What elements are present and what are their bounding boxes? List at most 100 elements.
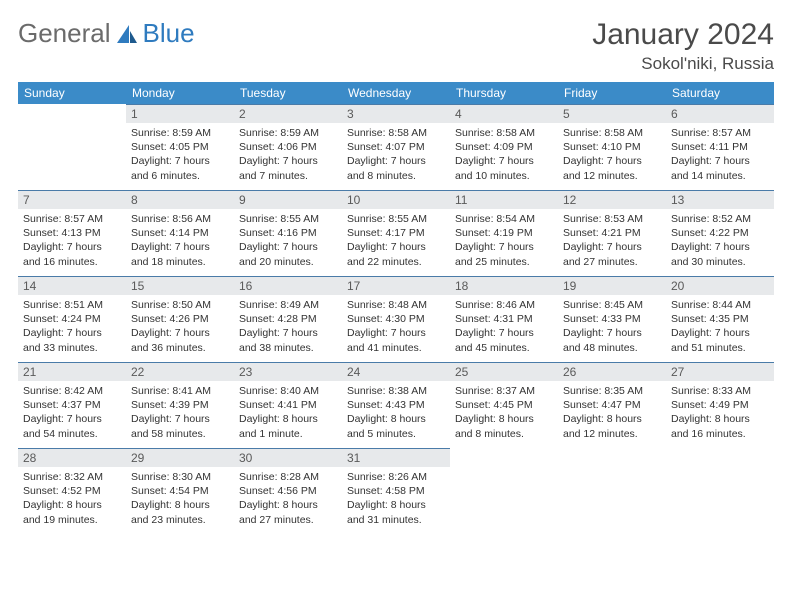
calendar-day-cell: 21Sunrise: 8:42 AMSunset: 4:37 PMDayligh…: [18, 362, 126, 448]
calendar-day-cell: 20Sunrise: 8:44 AMSunset: 4:35 PMDayligh…: [666, 276, 774, 362]
day-number: 5: [558, 104, 666, 123]
day-number: 13: [666, 190, 774, 209]
calendar-day-cell: 29Sunrise: 8:30 AMSunset: 4:54 PMDayligh…: [126, 448, 234, 534]
weekday-header-row: SundayMondayTuesdayWednesdayThursdayFrid…: [18, 82, 774, 104]
calendar-body: 1Sunrise: 8:59 AMSunset: 4:05 PMDaylight…: [18, 104, 774, 534]
day-number: 2: [234, 104, 342, 123]
calendar-day-cell: 15Sunrise: 8:50 AMSunset: 4:26 PMDayligh…: [126, 276, 234, 362]
weekday-header: Friday: [558, 82, 666, 104]
weekday-header: Monday: [126, 82, 234, 104]
calendar-day-cell: 7Sunrise: 8:57 AMSunset: 4:13 PMDaylight…: [18, 190, 126, 276]
calendar-day-cell: 25Sunrise: 8:37 AMSunset: 4:45 PMDayligh…: [450, 362, 558, 448]
day-number: 17: [342, 276, 450, 295]
day-number: 11: [450, 190, 558, 209]
day-details: Sunrise: 8:54 AMSunset: 4:19 PMDaylight:…: [450, 209, 558, 273]
day-details: Sunrise: 8:42 AMSunset: 4:37 PMDaylight:…: [18, 381, 126, 445]
calendar-day-cell: 9Sunrise: 8:55 AMSunset: 4:16 PMDaylight…: [234, 190, 342, 276]
weekday-header: Sunday: [18, 82, 126, 104]
logo-sail-icon: [115, 23, 139, 45]
day-number: 23: [234, 362, 342, 381]
day-details: Sunrise: 8:49 AMSunset: 4:28 PMDaylight:…: [234, 295, 342, 359]
day-number: 21: [18, 362, 126, 381]
day-number: 25: [450, 362, 558, 381]
day-number: 4: [450, 104, 558, 123]
day-details: Sunrise: 8:57 AMSunset: 4:11 PMDaylight:…: [666, 123, 774, 187]
day-details: Sunrise: 8:55 AMSunset: 4:17 PMDaylight:…: [342, 209, 450, 273]
day-number: 31: [342, 448, 450, 467]
day-details: Sunrise: 8:46 AMSunset: 4:31 PMDaylight:…: [450, 295, 558, 359]
day-details: Sunrise: 8:58 AMSunset: 4:10 PMDaylight:…: [558, 123, 666, 187]
calendar-day-cell: 10Sunrise: 8:55 AMSunset: 4:17 PMDayligh…: [342, 190, 450, 276]
day-details: Sunrise: 8:51 AMSunset: 4:24 PMDaylight:…: [18, 295, 126, 359]
calendar-day-cell: 31Sunrise: 8:26 AMSunset: 4:58 PMDayligh…: [342, 448, 450, 534]
calendar-empty-cell: [666, 448, 774, 534]
calendar-day-cell: 22Sunrise: 8:41 AMSunset: 4:39 PMDayligh…: [126, 362, 234, 448]
day-details: Sunrise: 8:55 AMSunset: 4:16 PMDaylight:…: [234, 209, 342, 273]
calendar-day-cell: 19Sunrise: 8:45 AMSunset: 4:33 PMDayligh…: [558, 276, 666, 362]
day-details: Sunrise: 8:40 AMSunset: 4:41 PMDaylight:…: [234, 381, 342, 445]
location: Sokol'niki, Russia: [592, 54, 774, 74]
calendar-day-cell: 12Sunrise: 8:53 AMSunset: 4:21 PMDayligh…: [558, 190, 666, 276]
day-details: Sunrise: 8:30 AMSunset: 4:54 PMDaylight:…: [126, 467, 234, 531]
weekday-header: Tuesday: [234, 82, 342, 104]
calendar-day-cell: 4Sunrise: 8:58 AMSunset: 4:09 PMDaylight…: [450, 104, 558, 190]
calendar-week-row: 7Sunrise: 8:57 AMSunset: 4:13 PMDaylight…: [18, 190, 774, 276]
day-details: Sunrise: 8:28 AMSunset: 4:56 PMDaylight:…: [234, 467, 342, 531]
day-details: Sunrise: 8:58 AMSunset: 4:07 PMDaylight:…: [342, 123, 450, 187]
calendar-empty-cell: [450, 448, 558, 534]
day-details: Sunrise: 8:58 AMSunset: 4:09 PMDaylight:…: [450, 123, 558, 187]
day-number: 30: [234, 448, 342, 467]
logo-text-general: General: [18, 18, 111, 49]
day-number: 28: [18, 448, 126, 467]
day-number: 18: [450, 276, 558, 295]
month-title: January 2024: [592, 18, 774, 52]
weekday-header: Thursday: [450, 82, 558, 104]
day-details: Sunrise: 8:48 AMSunset: 4:30 PMDaylight:…: [342, 295, 450, 359]
day-number: 20: [666, 276, 774, 295]
calendar-day-cell: 16Sunrise: 8:49 AMSunset: 4:28 PMDayligh…: [234, 276, 342, 362]
day-number: 3: [342, 104, 450, 123]
day-details: Sunrise: 8:59 AMSunset: 4:06 PMDaylight:…: [234, 123, 342, 187]
calendar-day-cell: 3Sunrise: 8:58 AMSunset: 4:07 PMDaylight…: [342, 104, 450, 190]
day-details: Sunrise: 8:53 AMSunset: 4:21 PMDaylight:…: [558, 209, 666, 273]
day-details: Sunrise: 8:35 AMSunset: 4:47 PMDaylight:…: [558, 381, 666, 445]
calendar-week-row: 28Sunrise: 8:32 AMSunset: 4:52 PMDayligh…: [18, 448, 774, 534]
day-details: Sunrise: 8:59 AMSunset: 4:05 PMDaylight:…: [126, 123, 234, 187]
calendar-day-cell: 13Sunrise: 8:52 AMSunset: 4:22 PMDayligh…: [666, 190, 774, 276]
day-details: Sunrise: 8:37 AMSunset: 4:45 PMDaylight:…: [450, 381, 558, 445]
calendar-day-cell: 24Sunrise: 8:38 AMSunset: 4:43 PMDayligh…: [342, 362, 450, 448]
day-details: Sunrise: 8:56 AMSunset: 4:14 PMDaylight:…: [126, 209, 234, 273]
calendar-empty-cell: [558, 448, 666, 534]
calendar-day-cell: 30Sunrise: 8:28 AMSunset: 4:56 PMDayligh…: [234, 448, 342, 534]
calendar-week-row: 14Sunrise: 8:51 AMSunset: 4:24 PMDayligh…: [18, 276, 774, 362]
calendar-empty-cell: [18, 104, 126, 190]
calendar-day-cell: 5Sunrise: 8:58 AMSunset: 4:10 PMDaylight…: [558, 104, 666, 190]
day-details: Sunrise: 8:38 AMSunset: 4:43 PMDaylight:…: [342, 381, 450, 445]
day-number: 9: [234, 190, 342, 209]
day-number: 29: [126, 448, 234, 467]
day-details: Sunrise: 8:52 AMSunset: 4:22 PMDaylight:…: [666, 209, 774, 273]
day-number: 26: [558, 362, 666, 381]
day-number: 8: [126, 190, 234, 209]
day-number: 22: [126, 362, 234, 381]
day-details: Sunrise: 8:32 AMSunset: 4:52 PMDaylight:…: [18, 467, 126, 531]
weekday-header: Saturday: [666, 82, 774, 104]
day-number: 19: [558, 276, 666, 295]
logo-text-blue: Blue: [143, 18, 195, 49]
day-details: Sunrise: 8:41 AMSunset: 4:39 PMDaylight:…: [126, 381, 234, 445]
day-number: 16: [234, 276, 342, 295]
calendar-week-row: 21Sunrise: 8:42 AMSunset: 4:37 PMDayligh…: [18, 362, 774, 448]
calendar-day-cell: 17Sunrise: 8:48 AMSunset: 4:30 PMDayligh…: [342, 276, 450, 362]
calendar-table: SundayMondayTuesdayWednesdayThursdayFrid…: [18, 82, 774, 534]
calendar-day-cell: 6Sunrise: 8:57 AMSunset: 4:11 PMDaylight…: [666, 104, 774, 190]
calendar-day-cell: 2Sunrise: 8:59 AMSunset: 4:06 PMDaylight…: [234, 104, 342, 190]
calendar-day-cell: 28Sunrise: 8:32 AMSunset: 4:52 PMDayligh…: [18, 448, 126, 534]
title-block: January 2024 Sokol'niki, Russia: [592, 18, 774, 74]
day-number: 27: [666, 362, 774, 381]
calendar-day-cell: 11Sunrise: 8:54 AMSunset: 4:19 PMDayligh…: [450, 190, 558, 276]
day-details: Sunrise: 8:33 AMSunset: 4:49 PMDaylight:…: [666, 381, 774, 445]
day-number: 24: [342, 362, 450, 381]
calendar-week-row: 1Sunrise: 8:59 AMSunset: 4:05 PMDaylight…: [18, 104, 774, 190]
day-details: Sunrise: 8:26 AMSunset: 4:58 PMDaylight:…: [342, 467, 450, 531]
day-details: Sunrise: 8:45 AMSunset: 4:33 PMDaylight:…: [558, 295, 666, 359]
